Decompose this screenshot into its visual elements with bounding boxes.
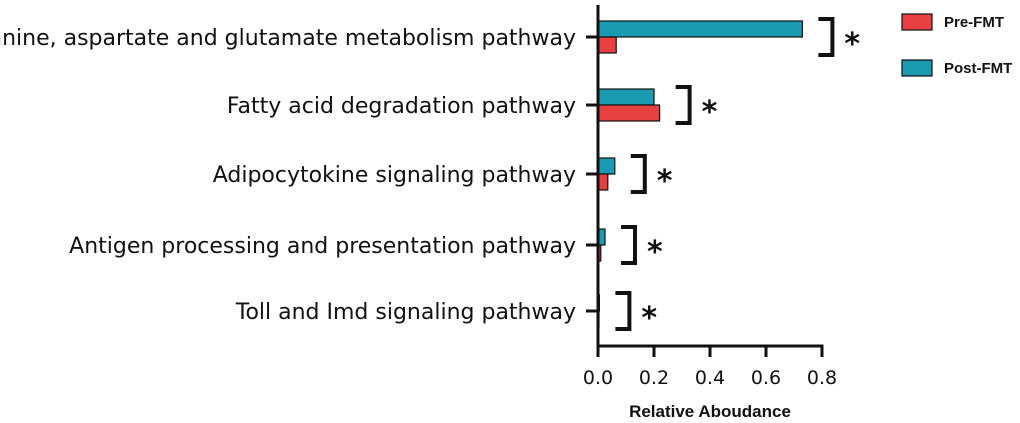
x-tick-labels: 0.0 0.2 0.4 0.6 0.8 xyxy=(583,367,837,389)
category-labels: Alanine, aspartate and glutamate metabol… xyxy=(0,26,576,325)
significance-bracket xyxy=(675,85,692,125)
significance-bracket xyxy=(630,154,647,194)
category-label: Toll and Imd signaling pathway xyxy=(235,300,576,325)
x-tick-label: 0.8 xyxy=(807,367,837,389)
bar-pre-fmt xyxy=(597,36,617,54)
bar-post-fmt xyxy=(597,88,655,106)
bar-post-fmt xyxy=(597,157,616,175)
category-label: Antigen processing and presentation path… xyxy=(69,234,576,259)
category-label: Alanine, aspartate and glutamate metabol… xyxy=(0,26,576,51)
x-tick-label: 0.2 xyxy=(639,367,669,389)
x-tick-label: 0.6 xyxy=(751,367,781,389)
legend-swatch xyxy=(901,59,933,77)
significance-bracket xyxy=(818,17,835,57)
legend: Pre-FMT Post-FMT xyxy=(901,13,1012,77)
legend-label: Post-FMT xyxy=(944,60,1012,77)
significance-markers: * * * * * xyxy=(615,17,860,336)
category-label: Fatty acid degradation pathway xyxy=(227,94,576,119)
category-label: Adipocytokine signaling pathway xyxy=(213,163,576,188)
x-tick-label: 0.0 xyxy=(583,367,613,389)
bars-layer xyxy=(597,20,803,328)
significance-bracket xyxy=(621,225,637,265)
x-axis-title: Relative Aboudance xyxy=(629,402,791,421)
axes-layer xyxy=(586,5,824,357)
significance-star: * xyxy=(844,27,860,62)
legend-swatch xyxy=(901,13,933,31)
significance-bracket xyxy=(615,291,632,331)
significance-star: * xyxy=(702,95,718,130)
x-tick-label: 0.4 xyxy=(695,367,725,389)
legend-label: Pre-FMT xyxy=(944,14,1004,31)
significance-star: * xyxy=(657,164,673,199)
bar-pre-fmt xyxy=(597,104,661,122)
significance-star: * xyxy=(641,301,657,336)
bar-post-fmt xyxy=(597,20,803,38)
significance-star: * xyxy=(647,235,663,270)
